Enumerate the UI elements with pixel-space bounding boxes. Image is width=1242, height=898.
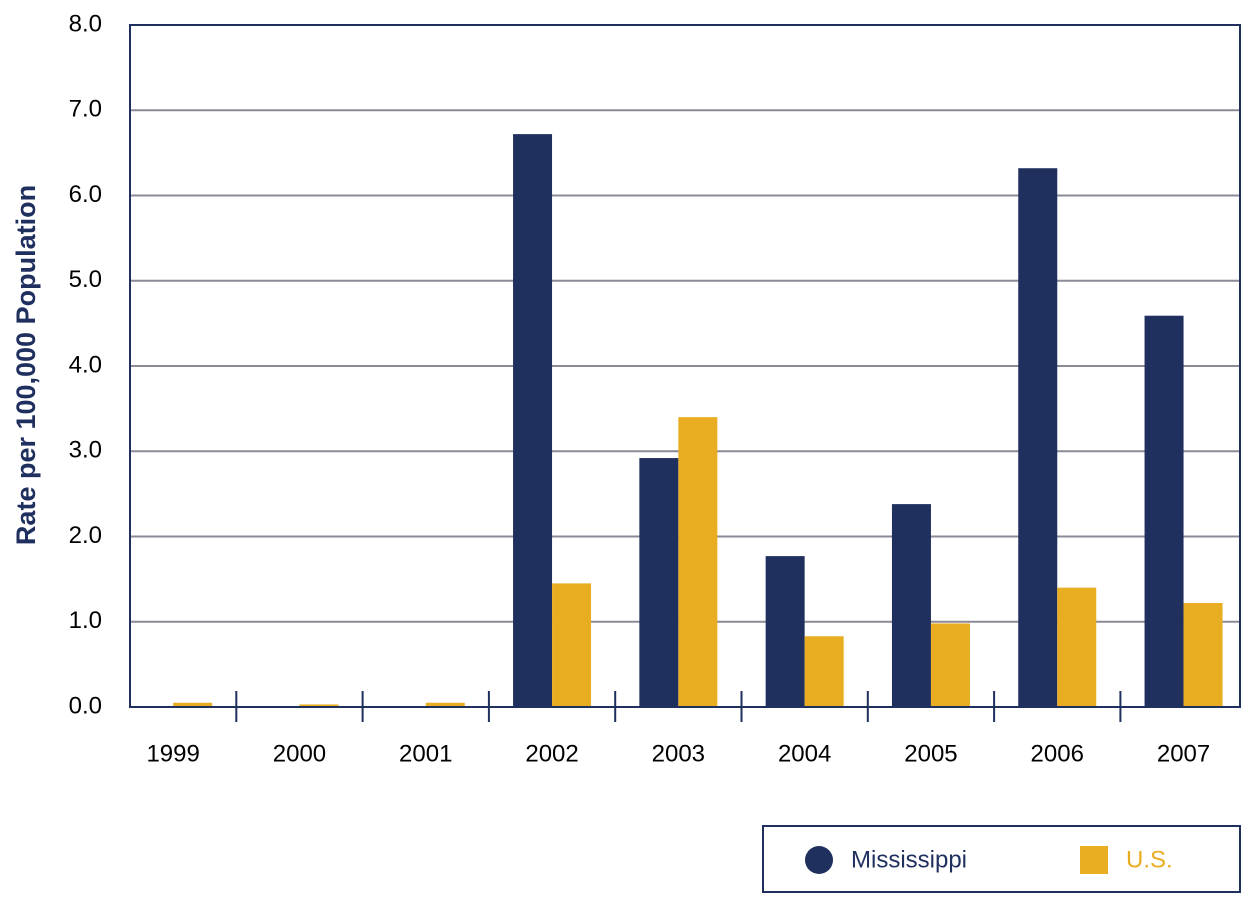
bar <box>299 704 339 707</box>
y-tick-label: 2.0 <box>69 522 102 549</box>
bar <box>1057 587 1097 707</box>
legend-label: Mississippi <box>851 846 967 873</box>
legend-box <box>762 825 1241 893</box>
y-tick-label: 4.0 <box>69 351 102 378</box>
y-tick-label: 3.0 <box>69 437 102 464</box>
y-tick-label: 5.0 <box>69 266 102 293</box>
legend-marker <box>805 846 833 874</box>
x-tick-label: 2005 <box>904 740 957 767</box>
bar <box>552 583 592 707</box>
bar <box>891 504 931 707</box>
x-tick-label: 2000 <box>273 740 326 767</box>
bar <box>513 134 553 707</box>
y-tick-label: 1.0 <box>69 607 102 634</box>
bar <box>930 623 970 707</box>
x-tick-label: 2007 <box>1157 740 1210 767</box>
bar <box>173 702 213 707</box>
x-tick-label: 2001 <box>399 740 452 767</box>
y-axis-label: Rate per 100,000 Population <box>11 185 41 545</box>
bar <box>765 556 805 707</box>
legend-marker <box>1080 846 1108 874</box>
y-tick-label: 0.0 <box>69 692 102 719</box>
bar <box>1144 315 1184 707</box>
legend-label: U.S. <box>1126 846 1173 873</box>
bar <box>639 458 679 707</box>
x-tick-label: 2004 <box>778 740 831 767</box>
y-tick-label: 7.0 <box>69 96 102 123</box>
y-tick-label: 6.0 <box>69 181 102 208</box>
x-tick-label: 2002 <box>525 740 578 767</box>
bar <box>1018 168 1058 708</box>
y-tick-label: 8.0 <box>69 10 102 37</box>
bar <box>804 636 844 707</box>
bar <box>1183 602 1223 707</box>
x-tick-label: 1999 <box>146 740 199 767</box>
bar <box>425 702 465 707</box>
x-tick-label: 2006 <box>1031 740 1084 767</box>
x-tick-label: 2003 <box>652 740 705 767</box>
bar <box>678 417 718 707</box>
